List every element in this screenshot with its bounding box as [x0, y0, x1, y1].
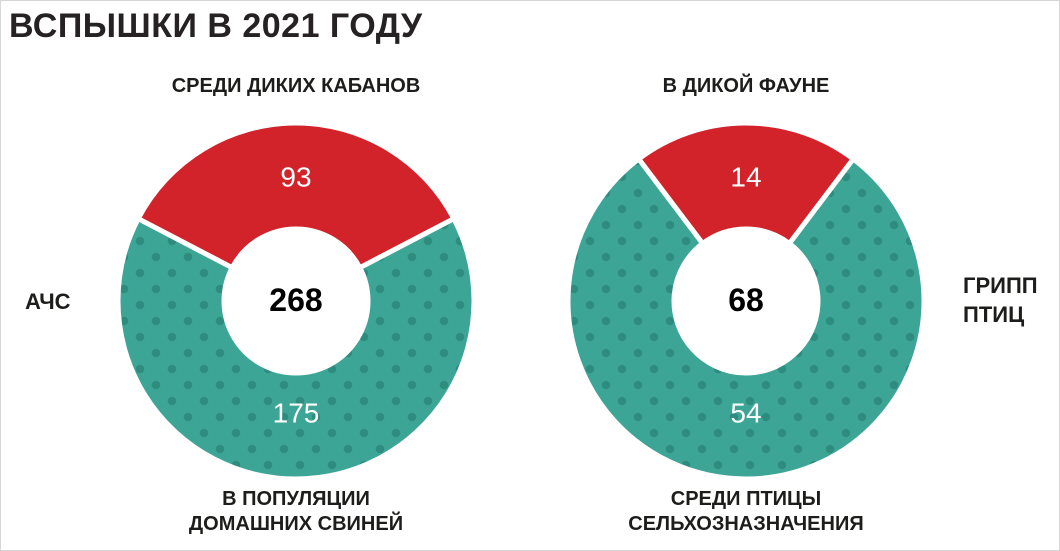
side-label-asf-line1: АЧС: [25, 289, 71, 314]
side-label-bird-flu-line1: ГРИПП: [963, 273, 1038, 298]
donut-segment-bottom: [116, 216, 476, 481]
chart-bird-flu-bottom-label-line2: СЕЛЬХОЗНАЗНАЧЕНИЯ: [628, 513, 864, 535]
chart-bird-flu-total: 68: [728, 281, 764, 318]
donut-value-top: 14: [730, 162, 761, 193]
chart-bird-flu-bottom-label: СРЕДИ ПТИЦЫ СЕЛЬХОЗНАЗНАЧЕНИЯ: [566, 487, 926, 537]
chart-asf: СРЕДИ ДИКИХ КАБАНОВ 93 175 268 В ПОПУЛЯЦИ…: [116, 75, 476, 537]
chart-asf-bottom-label-line2: ДОМАШНИХ СВИНЕЙ: [188, 513, 404, 535]
chart-asf-bottom-label-line1: В ПОПУЛЯЦИИ: [222, 488, 370, 510]
side-label-bird-flu-line2: ПТИЦ: [963, 302, 1025, 327]
chart-bird-flu-top-label: В ДИКОЙ ФАУНЕ: [662, 75, 830, 97]
chart-asf-total: 268: [269, 281, 323, 318]
chart-bird-flu-bottom-label-line1: СРЕДИ ПТИЦЫ: [670, 488, 822, 510]
chart-bird-flu: В ДИКОЙ ФАУНЕ 14 54 68 СРЕДИ ПТИЦЫ СЕЛЬХО…: [566, 75, 926, 537]
page-title: ВСПЫШКИ В 2021 ГОДУ: [9, 7, 423, 45]
chart-asf-donut: 93 175 268: [116, 121, 476, 481]
chart-asf-top-label: СРЕДИ ДИКИХ КАБАНОВ: [171, 75, 421, 97]
donut-value-top: 93: [280, 162, 311, 193]
chart-bird-flu-donut: 14 54 68: [566, 121, 926, 481]
donut-segment-top: [636, 121, 856, 247]
chart-asf-bottom-label: В ПОПУЛЯЦИИ ДОМАШНИХ СВИНЕЙ: [116, 487, 476, 537]
chart-bird-flu-donut-svg: 14 54: [566, 121, 926, 481]
side-label-bird-flu: ГРИПП ПТИЦ: [963, 271, 1038, 329]
chart-asf-donut-svg: 93 175: [116, 121, 476, 481]
donut-segment-top: [135, 121, 457, 271]
donut-value-bottom: 175: [273, 398, 320, 429]
donut-value-bottom: 54: [730, 398, 761, 429]
side-label-asf: АЧС: [25, 287, 71, 316]
donut-segment-bottom: [566, 156, 926, 481]
